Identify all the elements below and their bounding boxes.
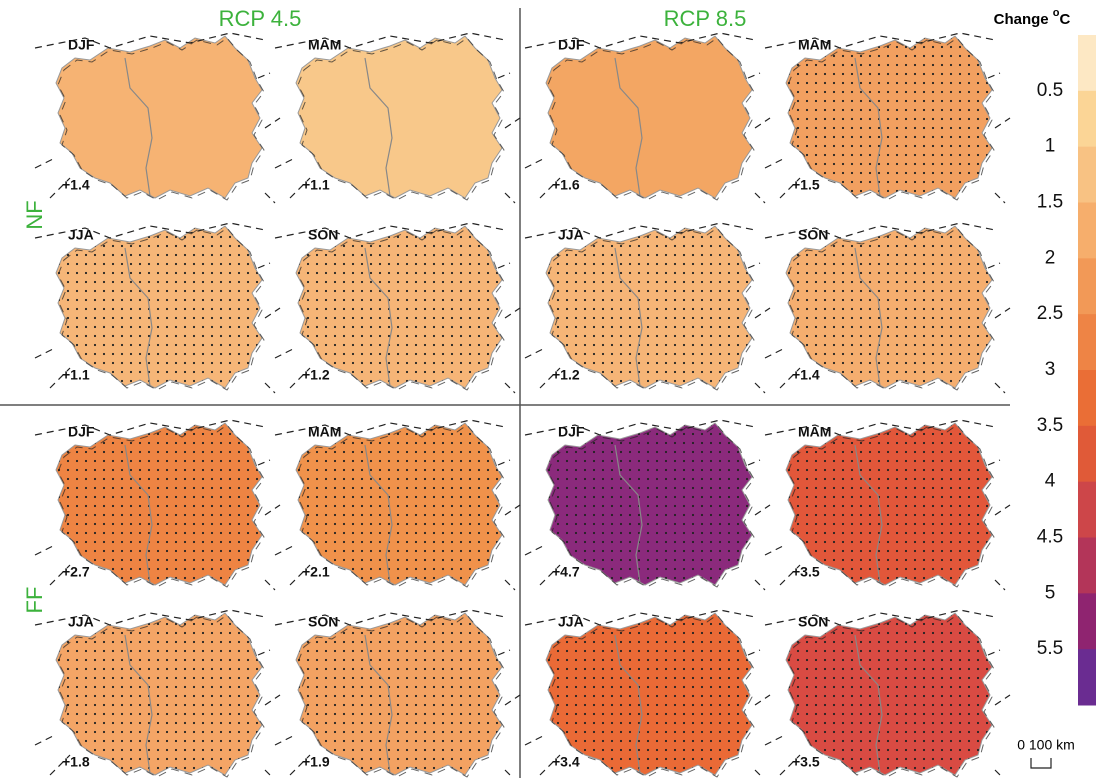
colorbar-band — [1078, 593, 1096, 649]
colorbar-band — [1078, 482, 1096, 538]
season-label: JJA — [558, 227, 584, 243]
change-label: +1.6 — [552, 177, 580, 193]
season-label: JJA — [558, 614, 584, 630]
stippling — [760, 595, 1000, 778]
season-label: DJF — [68, 424, 95, 440]
map-panel: SON +1.2 — [270, 208, 520, 398]
season-label: DJF — [558, 424, 585, 440]
colorbar-tick-label: 2 — [1045, 247, 1056, 268]
colorbar-band — [1078, 370, 1096, 426]
change-label: +1.2 — [302, 367, 330, 383]
map-panel: MAM +1.5 — [760, 18, 1010, 208]
scale-bar-label: 0 100 km — [1017, 737, 1075, 753]
change-label: +3.4 — [552, 754, 580, 770]
row-label: FF — [22, 587, 47, 614]
season-label: JJA — [68, 614, 94, 630]
colorbar-tick-label: 4 — [1045, 471, 1056, 492]
colorbar-band — [1078, 426, 1096, 482]
change-label: +1.4 — [792, 367, 820, 383]
season-label: MAM — [798, 424, 831, 440]
title-unit: C — [1060, 11, 1071, 28]
change-label: +1.9 — [302, 754, 330, 770]
map-panel: DJF +2.7 — [30, 405, 280, 595]
season-label: DJF — [68, 37, 95, 53]
map-panel: JJA +1.2 — [520, 208, 770, 398]
map-panel: SON +1.4 — [760, 208, 1010, 398]
map-panel: JJA +3.4 — [520, 595, 770, 778]
change-label: +1.8 — [62, 754, 90, 770]
change-label: +1.5 — [792, 177, 820, 193]
colorbar-band — [1078, 538, 1096, 594]
season-label: SON — [308, 614, 338, 630]
column-header: RCP 8.5 — [664, 6, 747, 31]
colorbar-tick-label: 3 — [1045, 359, 1056, 380]
colorbar-band — [1078, 649, 1096, 705]
change-label: +3.5 — [792, 754, 820, 770]
stippling — [270, 595, 510, 778]
colorbar-band — [1078, 258, 1096, 314]
change-label: +1.1 — [302, 177, 330, 193]
map-panel: SON +1.9 — [270, 595, 520, 778]
map-panel: MAM +3.5 — [760, 405, 1010, 595]
row-label: NF — [22, 200, 47, 229]
colorbar-tick-label: 5.5 — [1037, 638, 1063, 659]
map-panel: JJA +1.1 — [30, 208, 280, 398]
change-label: +2.1 — [302, 564, 330, 580]
colorbar-tick-label: 2.5 — [1037, 303, 1063, 324]
season-label: SON — [308, 227, 338, 243]
stippling — [30, 595, 270, 778]
colorbar-title: Change oC — [994, 7, 1071, 28]
column-header: RCP 4.5 — [219, 6, 302, 31]
season-label: JJA — [68, 227, 94, 243]
title-text: Change — [994, 11, 1053, 28]
change-label: +1.4 — [62, 177, 90, 193]
colorbar-band — [1078, 91, 1096, 147]
change-label: +4.7 — [552, 564, 580, 580]
change-label: +2.7 — [62, 564, 90, 580]
colorbar-band — [1078, 147, 1096, 203]
map-panel: JJA +1.8 — [30, 595, 280, 778]
figure: DJF +1.4 MAM +1.1 JJA +1.1 SON +1.2 DJF +1.6 MAM +1… — [0, 0, 1098, 778]
colorbar-tick-label: 1.5 — [1037, 192, 1063, 213]
scale-bar — [1031, 758, 1051, 768]
season-label: SON — [798, 614, 828, 630]
map-panel: DJF +4.7 — [520, 405, 770, 595]
colorbar-band — [1078, 203, 1096, 259]
stippling — [520, 595, 760, 778]
map-panel: DJF +1.4 — [35, 33, 280, 203]
season-label: SON — [798, 227, 828, 243]
season-label: DJF — [558, 37, 585, 53]
change-label: +1.1 — [62, 367, 90, 383]
season-label: MAM — [798, 37, 831, 53]
season-label: MAM — [308, 37, 341, 53]
colorbar-band — [1078, 35, 1096, 91]
colorbar-tick-label: 3.5 — [1037, 415, 1063, 436]
map-panel: SON +3.5 — [760, 595, 1010, 778]
colorbar-tick-label: 4.5 — [1037, 527, 1063, 548]
colorbar-tick-label: 0.5 — [1037, 80, 1063, 101]
colorbar-tick-label: 5 — [1045, 582, 1056, 603]
map-panel: MAM +1.1 — [275, 33, 520, 203]
season-label: MAM — [308, 424, 341, 440]
colorbar-tick-label: 1 — [1045, 136, 1056, 157]
colorbar: 0.5 1 1.5 2 2.5 3 3.5 4 4.5 5 5.5 Change oC — [994, 7, 1096, 706]
map-panel: DJF +1.6 — [525, 33, 770, 203]
map-panel: MAM +2.1 — [270, 405, 520, 595]
change-label: +3.5 — [792, 564, 820, 580]
colorbar-band — [1078, 314, 1096, 370]
change-label: +1.2 — [552, 367, 580, 383]
